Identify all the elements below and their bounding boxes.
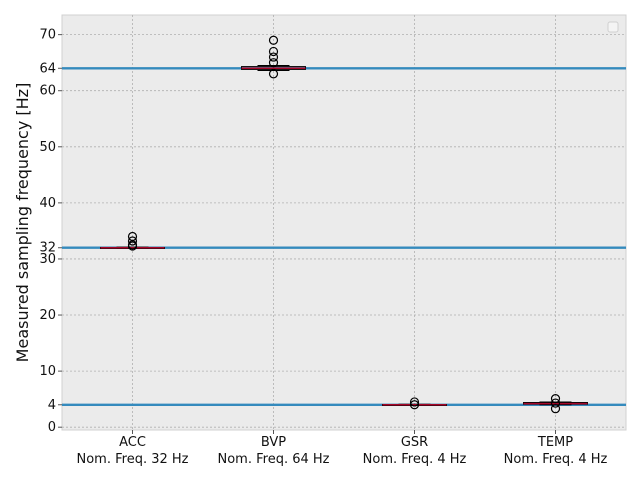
flier-point [409,400,420,410]
flier-point [127,236,138,246]
y-tick-label: 30 [39,252,56,267]
x-tick-sublabel: Nom. Freq. 4 Hz [363,452,467,467]
y-tick-label: 60 [39,84,56,99]
y-tick-label: 0 [48,420,56,435]
y-tick-label: 4 [48,398,56,413]
y-tick-label: 10 [39,364,56,379]
flier-point [550,398,561,408]
x-tick-label: ACC [119,435,146,450]
flier-point [550,393,561,404]
x-tick-label: TEMP [537,435,573,450]
flier-point [268,58,279,68]
x-tick-label: GSR [401,435,428,450]
box-layer [100,35,588,414]
flier-point [409,397,420,407]
x-tick-sublabel: Nom. Freq. 4 Hz [504,452,608,467]
x-tick-sublabel: Nom. Freq. 32 Hz [77,452,189,467]
y-tick-label: 50 [39,140,56,155]
x-tick-label: BVP [261,435,286,450]
box-group [100,231,165,251]
y-tick-label: 40 [39,196,56,211]
x-tick-sublabel: Nom. Freq. 64 Hz [218,452,330,467]
y-tick-label: 64 [39,61,56,76]
flier-point [268,46,279,57]
y-axis-title: Measured sampling frequency [Hz] [13,83,32,363]
box-group [241,35,306,79]
y-tick-label: 20 [39,308,56,323]
flier-point [268,35,279,45]
flier-point [550,404,561,414]
flier-point [268,52,279,62]
plot-background [61,14,627,431]
box-group [523,393,588,414]
flier-point [127,231,138,242]
y-tick-label: 32 [39,241,56,256]
y-tick-label: 70 [39,28,56,43]
legend-box [607,21,619,33]
flier-point [268,69,279,79]
box-group [382,397,447,410]
